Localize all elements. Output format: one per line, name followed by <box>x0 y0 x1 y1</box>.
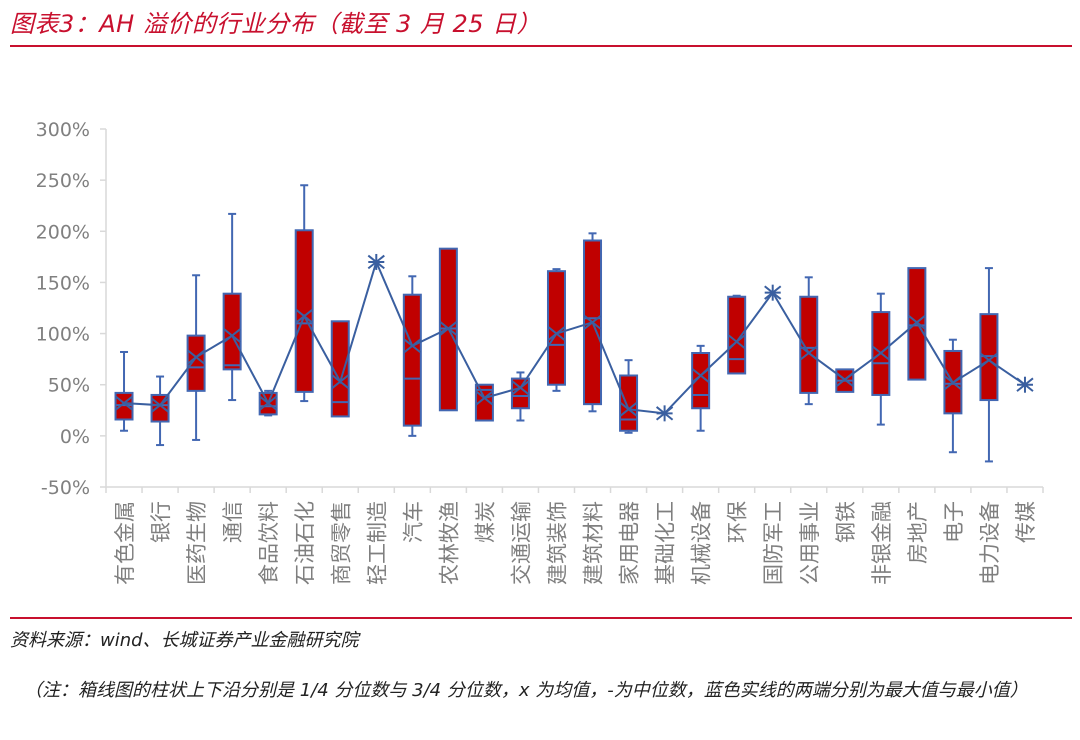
category-label: 传媒 <box>1014 501 1038 543</box>
mean-x-marker <box>367 253 385 270</box>
mean-x-marker <box>692 368 710 383</box>
category-label: 通信 <box>221 501 245 543</box>
mean-x-marker <box>764 284 782 301</box>
source-note: 资料来源：wind、长城证券产业金融研究院 <box>10 630 359 651</box>
category-label: 国防军工 <box>762 501 786 585</box>
mean-x-marker <box>223 328 241 343</box>
category-label: 非银金融 <box>870 501 894 585</box>
y-tick-label: 50% <box>48 375 90 397</box>
mean-x-marker <box>475 390 494 406</box>
box-机械设备 <box>691 344 711 432</box>
category-label: 有色金属 <box>113 501 137 585</box>
chart-title: 图表3：AH 溢价的行业分布（截至 3 月 25 日） <box>10 10 542 38</box>
mean-x-marker <box>187 349 205 365</box>
mean-x-marker <box>944 375 962 390</box>
y-tick-label: 100% <box>36 324 90 346</box>
category-labels: 有色金属 银行 医药生物 通信 食品饮料 石油石化 商贸零售 轻工制造 汽车 农林牧渔 煤炭 交通运输… <box>113 501 1038 585</box>
box-环保 <box>727 294 747 375</box>
category-label: 汽车 <box>401 501 425 543</box>
chart-footnote: （注：箱线图的柱状上下沿分别是 1/4 分位数与 3/4 分位数，x 为均值，-… <box>24 680 1028 701</box>
category-label: 机械设备 <box>690 501 714 585</box>
category-label: 建筑材料 <box>582 501 606 585</box>
category-label: 轻工制造 <box>365 501 389 585</box>
category-label: 食品饮料 <box>257 501 281 585</box>
box-series <box>114 184 999 463</box>
y-axis: 300% 250% 200% 150% 100% 50% 0% -50% <box>36 119 107 499</box>
mean-x-marker <box>836 372 854 387</box>
y-tick-label: 0% <box>60 426 90 448</box>
mean-x-marker <box>728 334 746 349</box>
category-label: 银行 <box>149 501 173 543</box>
category-label: 建筑装饰 <box>545 501 569 585</box>
box-通信 <box>222 212 242 402</box>
category-label: 电子 <box>942 501 966 543</box>
category-label: 基础化工 <box>654 501 678 585</box>
mean-x-marker <box>259 395 277 411</box>
box-有色金属 <box>114 350 134 432</box>
category-label: 电力设备 <box>978 501 1002 585</box>
mean-x-marker <box>331 374 349 389</box>
category-label: 交通运输 <box>509 501 533 585</box>
mean-x-marker <box>403 338 421 354</box>
mean-x-marker <box>1016 376 1034 393</box>
mean-x-marker <box>872 345 890 361</box>
mean-x-marker <box>619 402 638 417</box>
box-家用电器 <box>619 359 639 434</box>
box-公用事业 <box>799 276 819 406</box>
mean-x-marker <box>115 395 133 411</box>
source-divider <box>10 617 1072 619</box>
category-label: 石油石化 <box>293 501 317 585</box>
mean-x-marker <box>908 315 926 330</box>
mean-x-marker <box>295 309 313 324</box>
category-label: 环保 <box>726 501 750 543</box>
mean-x-marker <box>980 352 998 368</box>
category-label: 煤炭 <box>473 501 497 543</box>
mean-x-marker <box>439 321 457 336</box>
y-tick-label: 250% <box>36 170 90 192</box>
mean-x-marker <box>800 345 818 361</box>
mean-x-marker <box>151 397 169 413</box>
category-label: 房地产 <box>906 501 930 564</box>
mean-x-marker <box>547 326 566 341</box>
title-divider <box>10 45 1072 47</box>
box-商贸零售 <box>330 320 350 418</box>
box-电子 <box>943 338 963 454</box>
y-tick-label: 300% <box>36 119 90 141</box>
category-label: 农林牧渔 <box>437 501 461 585</box>
mean-line <box>115 253 1034 422</box>
category-label: 钢铁 <box>834 501 858 543</box>
category-label: 公用事业 <box>798 501 822 585</box>
box-非银金融 <box>871 292 891 426</box>
box-汽车 <box>402 275 422 437</box>
x-axis <box>105 486 1044 493</box>
category-label: 家用电器 <box>618 501 642 585</box>
y-tick-label: 150% <box>36 272 90 294</box>
box-医药生物 <box>186 274 206 441</box>
box-石油石化 <box>294 184 314 403</box>
y-tick-label: -50% <box>41 477 90 499</box>
mean-x-marker <box>583 315 602 330</box>
box-plot-chart: 300% 250% 200% 150% 100% 50% 0% -50% 有色金属 银行 医药生物… <box>36 119 1044 585</box>
y-tick-label: 200% <box>36 221 90 243</box>
mean-x-marker <box>655 405 674 422</box>
category-label: 商贸零售 <box>329 501 353 585</box>
category-label: 医药生物 <box>185 501 209 585</box>
mean-x-marker <box>511 380 530 395</box>
